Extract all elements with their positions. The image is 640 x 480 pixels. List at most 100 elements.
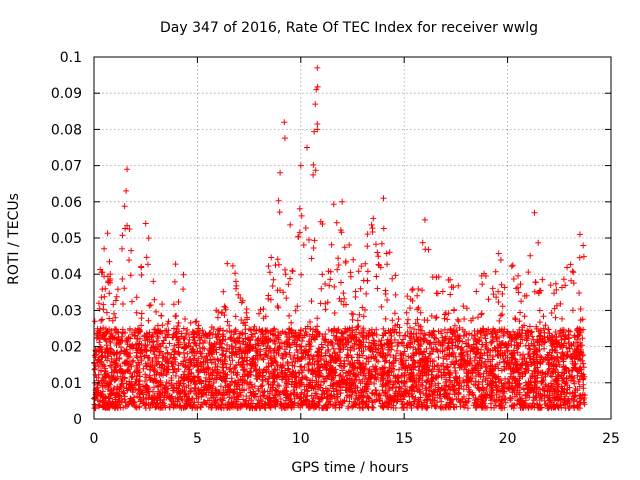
data-point — [318, 285, 325, 292]
data-point — [120, 301, 126, 307]
data-point — [165, 318, 172, 325]
data-point — [129, 358, 136, 365]
data-point — [482, 364, 489, 371]
data-point — [449, 345, 456, 352]
data-point — [383, 250, 390, 257]
data-point — [334, 266, 341, 273]
data-point — [384, 261, 391, 268]
data-point — [394, 347, 400, 354]
data-point — [251, 393, 258, 400]
data-point — [559, 385, 566, 392]
data-point — [173, 326, 180, 333]
data-point — [271, 326, 278, 333]
data-point — [142, 405, 149, 412]
data-point — [423, 392, 430, 399]
data-point — [568, 374, 575, 381]
data-point — [180, 286, 187, 293]
data-point — [188, 370, 195, 377]
data-point — [479, 281, 486, 288]
data-point — [327, 276, 334, 283]
data-point — [398, 395, 404, 402]
data-point — [121, 374, 128, 381]
data-point — [100, 324, 107, 331]
data-point — [287, 390, 294, 397]
data-point — [370, 215, 377, 222]
data-point — [101, 349, 108, 356]
data-point — [187, 319, 194, 326]
data-point — [375, 338, 382, 345]
data-point — [493, 294, 500, 301]
data-point — [281, 135, 288, 142]
data-point — [392, 291, 399, 298]
data-point — [496, 317, 503, 324]
data-point — [107, 276, 114, 282]
data-point — [373, 273, 380, 280]
data-point — [141, 333, 148, 340]
data-point — [429, 368, 436, 375]
data-point — [555, 373, 562, 380]
data-point — [404, 293, 411, 300]
data-point — [570, 269, 577, 276]
data-point — [378, 240, 385, 247]
data-point — [163, 379, 170, 386]
data-point — [391, 336, 398, 343]
data-point — [247, 327, 254, 334]
data-point — [286, 312, 293, 319]
data-point — [389, 317, 396, 324]
data-point — [227, 365, 234, 372]
data-point — [447, 276, 454, 283]
data-point — [466, 388, 473, 395]
data-point — [417, 309, 424, 316]
data-point — [564, 264, 571, 271]
data-point — [226, 322, 233, 329]
data-point — [242, 400, 249, 407]
data-point — [315, 402, 322, 409]
data-point — [521, 293, 528, 299]
data-point — [566, 345, 573, 352]
data-point — [315, 345, 322, 352]
data-point — [113, 293, 120, 300]
data-point — [175, 319, 182, 326]
data-point — [341, 295, 348, 302]
data-point — [117, 363, 124, 370]
data-point — [320, 335, 327, 342]
data-point — [232, 313, 239, 320]
data-point — [347, 273, 354, 280]
data-point — [571, 380, 578, 387]
data-point — [346, 242, 353, 248]
data-point — [121, 285, 128, 292]
data-point — [364, 268, 371, 275]
data-point — [145, 235, 152, 242]
data-point — [285, 281, 292, 288]
data-point — [521, 313, 528, 320]
data-point — [331, 402, 338, 409]
data-point — [383, 357, 390, 364]
data-point — [489, 389, 495, 396]
data-point — [126, 343, 133, 349]
data-point — [102, 285, 109, 292]
data-point — [580, 360, 587, 367]
data-point — [559, 284, 565, 291]
data-point — [298, 389, 305, 396]
data-point — [282, 266, 288, 273]
data-point — [364, 231, 371, 238]
data-point — [257, 393, 264, 400]
data-point — [295, 233, 302, 240]
data-point — [275, 197, 282, 204]
data-point — [283, 295, 290, 302]
data-point — [328, 241, 335, 248]
data-point — [425, 246, 432, 253]
data-point — [158, 312, 165, 319]
data-point — [162, 334, 169, 341]
data-point — [156, 348, 163, 355]
data-point — [134, 354, 141, 361]
data-point — [91, 318, 98, 325]
data-point — [475, 385, 482, 392]
data-point — [302, 354, 309, 361]
data-point — [393, 329, 400, 336]
data-point — [212, 399, 219, 406]
data-point — [463, 305, 470, 312]
data-point — [120, 389, 127, 396]
data-point — [175, 299, 182, 305]
data-point — [192, 318, 199, 325]
